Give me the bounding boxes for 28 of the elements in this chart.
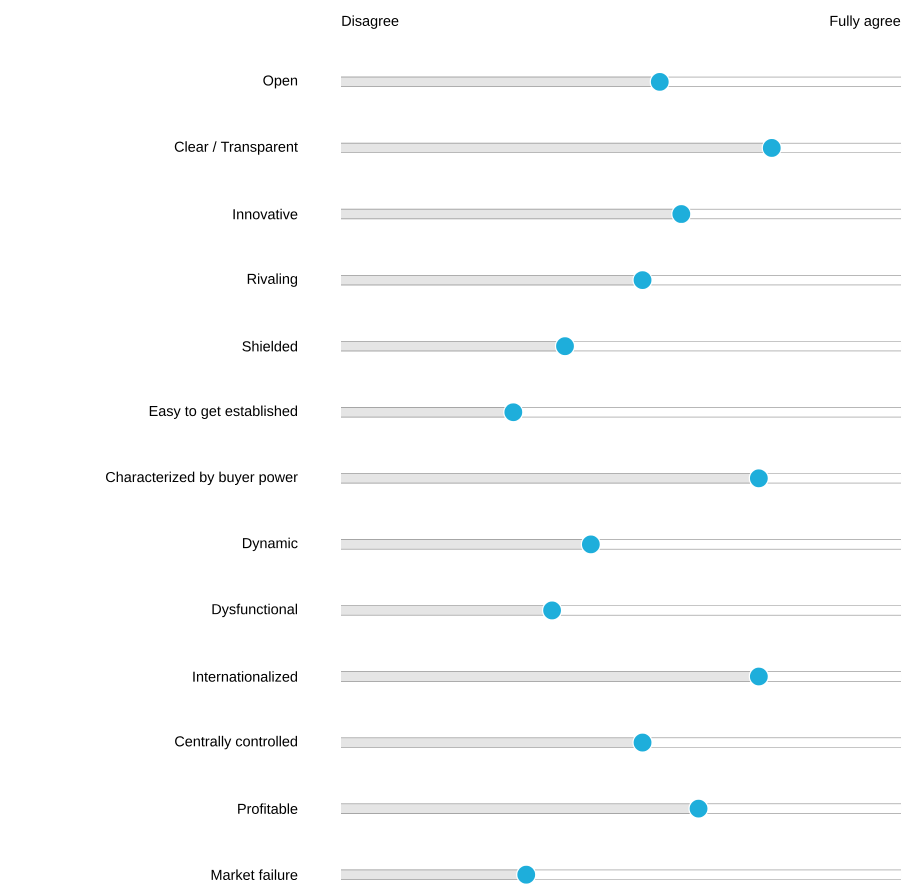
y-tick-label: Clear / Transparent — [174, 141, 298, 155]
text: Fully agree — [830, 15, 900, 29]
point — [748, 468, 769, 488]
y-tick-label: Easy to get established — [150, 405, 298, 419]
point — [542, 600, 562, 621]
point — [632, 270, 653, 290]
text: Disagree — [342, 15, 398, 29]
point — [748, 666, 769, 687]
y-tick-label: Rivaling — [248, 273, 298, 287]
point — [516, 864, 536, 885]
y-tick-label: Internationalized — [193, 671, 298, 682]
y-tick-label: Shielded — [242, 340, 298, 352]
point — [650, 72, 670, 92]
point — [554, 336, 576, 356]
point — [688, 798, 709, 819]
y-tick-label: Dynamic — [242, 538, 298, 552]
y-tick-label: Characterized by buyer power — [106, 472, 298, 486]
y-tick-label: Dysfunctional — [212, 604, 298, 618]
point — [762, 138, 782, 158]
y-tick-label: Profitable — [238, 803, 298, 814]
y-tick-label: Innovative — [233, 208, 298, 220]
point — [580, 534, 601, 554]
y-tick-label: Market failure — [212, 869, 298, 880]
y-tick-label: Centrally controlled — [175, 736, 298, 750]
point — [671, 204, 692, 224]
point — [503, 402, 524, 422]
y-tick-label: Open — [263, 75, 298, 88]
point — [632, 732, 653, 753]
